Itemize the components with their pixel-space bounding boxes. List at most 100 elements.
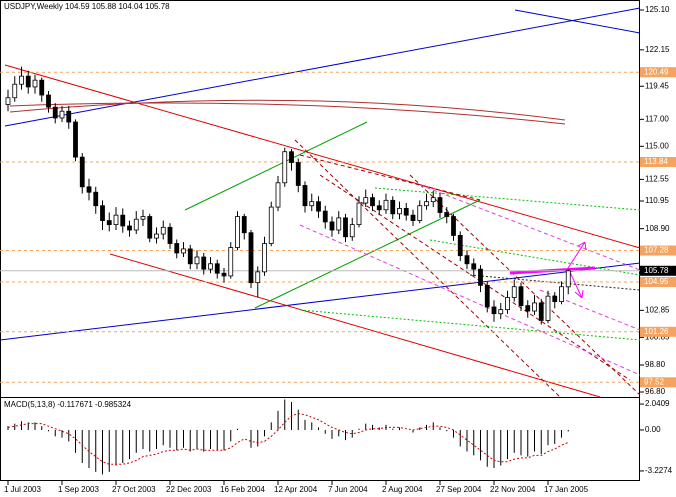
candle-body xyxy=(363,197,369,204)
y-tick-label: 0.00 xyxy=(645,425,661,434)
candle-body xyxy=(349,224,355,238)
y-tick-label: -3.2274 xyxy=(645,466,673,475)
candle-body xyxy=(525,305,531,312)
x-tick-label: 16 Feb 2004 xyxy=(220,485,265,494)
green-dashed xyxy=(429,239,641,276)
candle-body xyxy=(147,216,153,239)
x-tick-label: 1 Sep 2003 xyxy=(58,485,99,494)
red-arc xyxy=(9,102,566,125)
level-label-box xyxy=(640,245,676,256)
signal-line xyxy=(7,412,569,465)
green-line xyxy=(254,199,481,309)
level-label-box xyxy=(640,156,676,167)
candle-body xyxy=(194,256,200,265)
candle-body xyxy=(201,256,207,270)
candle-body xyxy=(451,216,456,236)
candle-body xyxy=(437,197,443,213)
candle-body xyxy=(12,83,18,99)
current-price-label: 105.78 xyxy=(644,266,669,275)
candle-body xyxy=(255,271,261,284)
candle-body xyxy=(370,197,375,207)
candle-body xyxy=(518,286,524,307)
candle-body xyxy=(100,205,105,221)
y-tick-label: 119.45 xyxy=(645,81,669,90)
candle-body xyxy=(532,302,537,312)
magenta-dashed xyxy=(419,184,641,271)
green-dashed xyxy=(374,187,641,211)
candle-body xyxy=(5,97,11,105)
candle-body xyxy=(19,75,24,85)
arrow xyxy=(567,241,587,269)
candle-body xyxy=(484,284,490,308)
candle-body xyxy=(505,297,510,311)
x-tick-label: 17 Jan 2005 xyxy=(544,485,589,494)
candle-body xyxy=(376,205,382,211)
blue-trend xyxy=(514,9,641,34)
candle-body xyxy=(113,214,119,226)
candle-body xyxy=(208,263,213,270)
candle-body xyxy=(248,232,254,284)
candle-body xyxy=(565,270,571,288)
candle-body xyxy=(235,216,240,248)
candle-body xyxy=(457,235,463,257)
y-tick-label: 102.85 xyxy=(645,305,670,314)
candle-body xyxy=(552,295,558,302)
candle-body xyxy=(282,151,288,184)
y-tick-label: 112.55 xyxy=(645,175,669,184)
trend-lines xyxy=(0,7,641,398)
blue-trend xyxy=(0,262,641,341)
candle-body xyxy=(120,214,126,227)
candle-body xyxy=(410,214,416,221)
candle-body xyxy=(160,226,166,235)
candle-body xyxy=(79,156,85,188)
candle-body xyxy=(93,191,99,207)
candle-body xyxy=(430,197,436,203)
level-label-box xyxy=(640,326,676,337)
level-label-box xyxy=(640,67,676,78)
candle-body xyxy=(397,208,402,215)
candle-body xyxy=(309,201,315,207)
candle-body xyxy=(356,202,362,226)
y-tick-label: 108.90 xyxy=(645,224,670,233)
candle-body xyxy=(329,221,335,231)
red-dashed xyxy=(299,154,481,201)
candle-body xyxy=(268,206,274,244)
x-tick-label: 1 Jul 2003 xyxy=(4,485,41,494)
red-dashed xyxy=(319,174,631,381)
candle-body xyxy=(86,186,92,193)
red-arc xyxy=(9,99,566,121)
candle-body xyxy=(383,199,389,211)
candle-body xyxy=(498,309,504,315)
candle-body xyxy=(140,216,146,220)
candle-body xyxy=(59,110,65,119)
candle-body xyxy=(228,247,234,277)
green-line xyxy=(184,121,368,211)
indicator-title: MACD(5,13,8) -0.117671 -0.985324 xyxy=(4,400,132,409)
x-tick-label: 27 Sep 2004 xyxy=(436,485,482,494)
candle-body xyxy=(167,226,173,244)
candle-body xyxy=(214,263,220,274)
frame xyxy=(0,0,640,481)
candle-body xyxy=(174,243,180,254)
y-tick-label: 96.80 xyxy=(645,387,666,396)
candle-body xyxy=(52,106,58,119)
red-channel xyxy=(4,64,641,249)
candle-body xyxy=(511,286,517,298)
level-label: 104.95 xyxy=(644,277,669,286)
candle-body xyxy=(133,218,139,231)
candle-body xyxy=(491,306,497,315)
candle-body xyxy=(295,162,301,186)
candle-body xyxy=(262,243,267,273)
candle-body xyxy=(559,286,564,302)
candle-body xyxy=(417,205,423,221)
y-tick-label: 125.10 xyxy=(645,5,670,14)
x-tick-label: 22 Nov 2004 xyxy=(490,485,536,494)
level-label-box xyxy=(640,377,676,388)
candle-body xyxy=(221,272,227,277)
candle-body xyxy=(424,201,429,207)
green-dashed xyxy=(299,309,641,341)
candle-body xyxy=(127,225,132,231)
candle-body xyxy=(39,79,45,96)
